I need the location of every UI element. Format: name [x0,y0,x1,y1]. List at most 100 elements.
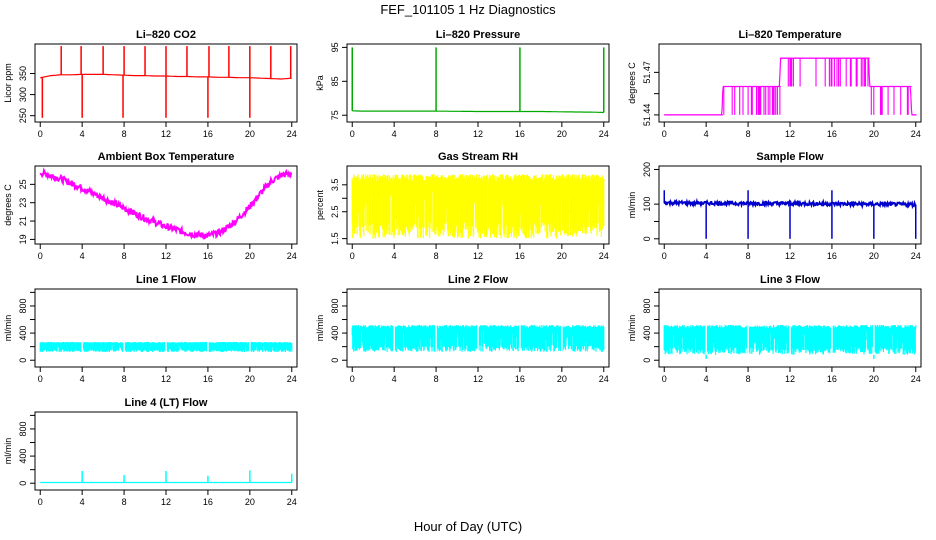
panel-1: Li–820 CO2 Licor ppm 0 4 8 12 16 20 24 250 300 350 [3,29,298,139]
figure-title: FEF_101105 1 Hz Diagnostics [380,2,556,17]
x-tick-label: 8 [746,374,751,384]
x-tick-label: 24 [287,129,297,139]
x-tick-label: 4 [392,251,397,261]
y-tick-label: 800 [330,298,340,313]
x-tick-label: 8 [434,374,439,384]
panel-data [39,339,293,355]
x-tick-label: 4 [80,497,85,507]
panel-5: Gas Stream RH percent 0 4 8 12 16 20 24 1.5 2.5 3.5 [315,151,610,261]
x-tick-label: 24 [287,251,297,261]
y-tick-label: 350 [18,66,28,81]
y-tick-label: 0 [18,358,28,363]
y-tick-label: 23 [18,198,28,208]
y-tick-label: 300 [18,87,28,102]
panel-title: Line 1 Flow [136,274,196,286]
panel-ylabel: ml/min [3,315,13,342]
panel-data [40,46,292,118]
x-tick-label: 16 [515,374,525,384]
x-tick-label: 16 [203,374,213,384]
x-tick-label: 4 [80,251,85,261]
x-tick-label: 20 [245,129,255,139]
x-tick-label: 16 [827,374,837,384]
data-steps [664,57,917,116]
y-tick-label: 400 [18,326,28,341]
figure-xlabel: Hour of Day (UTC) [414,519,522,534]
panel-title: Line 4 (LT) Flow [125,397,208,409]
x-tick-label: 4 [704,374,709,384]
panels: Li–820 CO2 Licor ppm 0 4 8 12 16 20 24 250 300 350 L… [3,29,922,507]
x-tick-label: 20 [245,374,255,384]
y-tick-label: 3.5 [330,179,340,192]
x-tick-label: 8 [746,129,751,139]
x-tick-label: 0 [38,251,43,261]
y-tick-label: 19 [18,234,28,244]
panel-ylabel: Licor ppm [3,63,13,103]
x-tick-label: 4 [392,374,397,384]
panel-3: Li–820 Temperature degrees C 0 4 8 12 16 20 24 51… [627,29,922,139]
panel-2: Li–820 Pressure kPa 0 4 8 12 16 20 24 75 85 95 [315,29,610,139]
x-tick-label: 12 [473,251,483,261]
y-tick-label: 400 [642,326,652,341]
panel-9: Line 3 Flow ml/min 0 4 8 12 16 20 24 0 400 800 [627,274,922,384]
y-tick-label: 250 [18,108,28,123]
x-tick-label: 0 [38,497,43,507]
x-tick-label: 12 [161,497,171,507]
x-tick-label: 24 [287,374,297,384]
data-line-1 [352,110,604,114]
panel-title: Line 3 Flow [760,274,820,286]
x-tick-label: 16 [203,251,213,261]
panel-title: Sample Flow [756,151,824,163]
y-tick-label: 400 [330,326,340,341]
x-tick-label: 16 [515,251,525,261]
x-tick-label: 8 [122,251,127,261]
panel-ylabel: ml/min [315,315,325,342]
x-tick-label: 20 [557,251,567,261]
x-tick-label: 24 [911,374,921,384]
panel-ylabel: ml/min [627,192,637,219]
x-tick-label: 8 [122,129,127,139]
panel-8: Line 2 Flow ml/min 0 4 8 12 16 20 24 0 400 800 [315,274,610,384]
panel-data [663,322,917,359]
x-tick-label: 12 [161,129,171,139]
panel-title: Ambient Box Temperature [98,151,235,163]
x-tick-label: 24 [599,374,609,384]
x-tick-label: 0 [38,374,43,384]
panel-title: Li–820 CO2 [136,29,196,41]
x-tick-label: 8 [434,251,439,261]
x-tick-label: 20 [869,129,879,139]
panel-data [39,167,293,240]
x-tick-label: 16 [827,251,837,261]
panel-title: Line 2 Flow [448,274,508,286]
panel-frame [34,288,298,368]
x-tick-label: 16 [827,129,837,139]
x-tick-label: 24 [911,251,921,261]
y-tick-label: 51.47 [642,61,652,84]
y-tick-label: 800 [18,421,28,436]
x-tick-label: 12 [473,129,483,139]
panel-data [663,190,917,239]
x-tick-label: 8 [434,129,439,139]
x-tick-label: 24 [599,129,609,139]
y-tick-label: 85 [330,76,340,86]
panel-title: Li–820 Pressure [436,29,520,41]
y-tick-label: 21 [18,216,28,226]
x-tick-label: 8 [746,251,751,261]
panel-data [351,322,605,355]
panel-10: Line 4 (LT) Flow ml/min 0 4 8 12 16 20 24 0 400 800 [3,397,298,507]
y-tick-label: 400 [18,449,28,464]
x-tick-label: 20 [245,251,255,261]
panel-ylabel: degrees C [3,184,13,226]
x-tick-label: 16 [515,129,525,139]
panel-ylabel: kPa [315,75,325,91]
x-tick-label: 4 [80,374,85,384]
data-band [351,174,605,239]
x-tick-label: 8 [122,497,127,507]
x-tick-label: 12 [785,129,795,139]
y-tick-label: 200 [642,162,652,177]
y-tick-label: 0 [642,358,652,363]
x-tick-label: 20 [557,374,567,384]
y-tick-label: 75 [330,110,340,120]
panel-data [351,174,605,239]
x-tick-label: 4 [392,129,397,139]
